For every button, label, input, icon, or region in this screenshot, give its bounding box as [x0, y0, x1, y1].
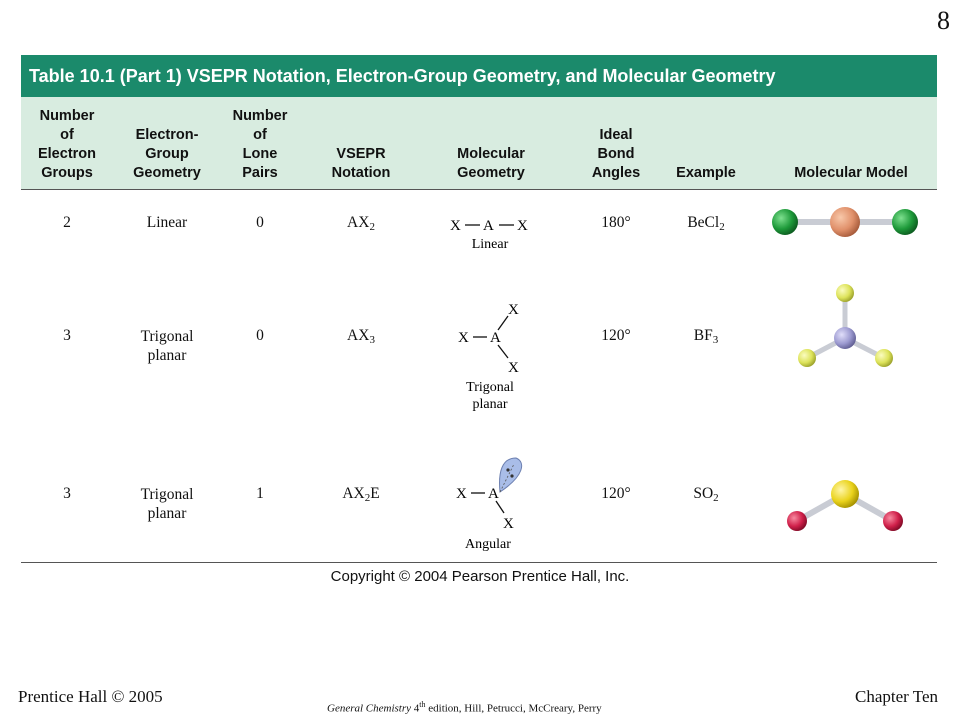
row3-example: SO2	[693, 485, 719, 504]
diagram-atom-a: A	[488, 486, 499, 502]
diagram-caption: Trigonal	[466, 380, 514, 395]
row3-electron-geometry: Trigonal planar	[140, 486, 194, 522]
row3-electron-groups: 3	[63, 485, 71, 502]
slide-number: 8	[937, 6, 950, 35]
footer-book-credit: General Chemistry 4th edition, Hill, Pet…	[327, 700, 602, 715]
row1-electron-groups: 2	[63, 214, 71, 231]
header-bond-angles: Ideal Bond Angles	[591, 127, 641, 181]
boron-atom	[834, 327, 856, 349]
fluorine-atom	[836, 284, 854, 302]
footer-chapter: Chapter Ten	[855, 687, 938, 706]
fluorine-atom	[875, 349, 893, 367]
oxygen-atom	[883, 511, 903, 531]
linear-structure-diagram: X A X Linear	[450, 218, 528, 252]
table-bottom-rule	[21, 562, 937, 563]
row2-electron-geometry: Trigonal planar	[140, 328, 194, 364]
so2-molecular-model	[787, 480, 903, 531]
header-molecular-model: Molecular Model	[794, 165, 908, 181]
diagram-atom-x: X	[450, 218, 461, 234]
header-electron-geometry: Electron- Group Geometry	[133, 127, 201, 181]
row1-lone-pairs: 0	[256, 214, 264, 231]
header-molecular-geometry: Molecular Geometry	[457, 146, 525, 181]
sulfur-atom	[831, 480, 859, 508]
header-electron-groups: Number of Electron Groups	[37, 108, 96, 181]
diagram-caption: Angular	[465, 537, 511, 552]
footer-publisher: Prentice Hall © 2005	[18, 687, 163, 706]
header-example: Example	[676, 165, 736, 181]
diagram-atom-x: X	[517, 218, 528, 234]
row2-example: BF3	[693, 327, 719, 346]
row2-bond-angle: 120°	[601, 327, 631, 344]
bf3-molecular-model	[798, 284, 893, 367]
row1-bond-angle: 180°	[601, 214, 631, 231]
beryllium-atom	[830, 207, 860, 237]
diagram-caption: Linear	[472, 237, 509, 252]
row2-electron-groups: 3	[63, 327, 71, 344]
table-header: Number of Electron Groups Electron- Grou…	[21, 97, 937, 190]
row1-example: BeCl2	[687, 214, 725, 233]
diagram-atom-a: A	[490, 330, 501, 346]
fluorine-atom	[798, 349, 816, 367]
oxygen-atom	[787, 511, 807, 531]
diagram-atom-x: X	[503, 516, 514, 532]
header-lone-pairs: Number of Lone Pairs	[232, 108, 288, 181]
trigonal-planar-structure-diagram: X X A X Trigonal planar	[458, 302, 519, 412]
row3-lone-pairs: 1	[256, 485, 264, 502]
row1-electron-geometry: Linear	[146, 214, 188, 231]
diagram-caption: planar	[473, 397, 508, 412]
lone-pair-lobe	[499, 457, 523, 493]
angular-structure-diagram: X A X Angular	[456, 457, 523, 552]
diagram-atom-x: X	[508, 360, 519, 376]
row3-vsepr: AX2E	[342, 485, 380, 504]
row3-bond-angle: 120°	[601, 485, 631, 502]
copyright-notice: Copyright © 2004 Pearson Prentice Hall, …	[330, 568, 630, 585]
header-vsepr: VSEPR Notation	[331, 146, 391, 181]
row2-vsepr: AX3	[347, 327, 375, 346]
row1-vsepr: AX2	[347, 214, 375, 233]
becl2-molecular-model	[772, 207, 918, 237]
chlorine-atom	[892, 209, 918, 235]
table-title: Table 10.1 (Part 1) VSEPR Notation, Elec…	[21, 55, 937, 97]
diagram-atom-x: X	[456, 486, 467, 502]
diagram-atom-x: X	[508, 302, 519, 318]
diagram-atom-x: X	[458, 330, 469, 346]
chlorine-atom	[772, 209, 798, 235]
row2-lone-pairs: 0	[256, 327, 264, 344]
diagram-atom-a: A	[483, 218, 494, 234]
